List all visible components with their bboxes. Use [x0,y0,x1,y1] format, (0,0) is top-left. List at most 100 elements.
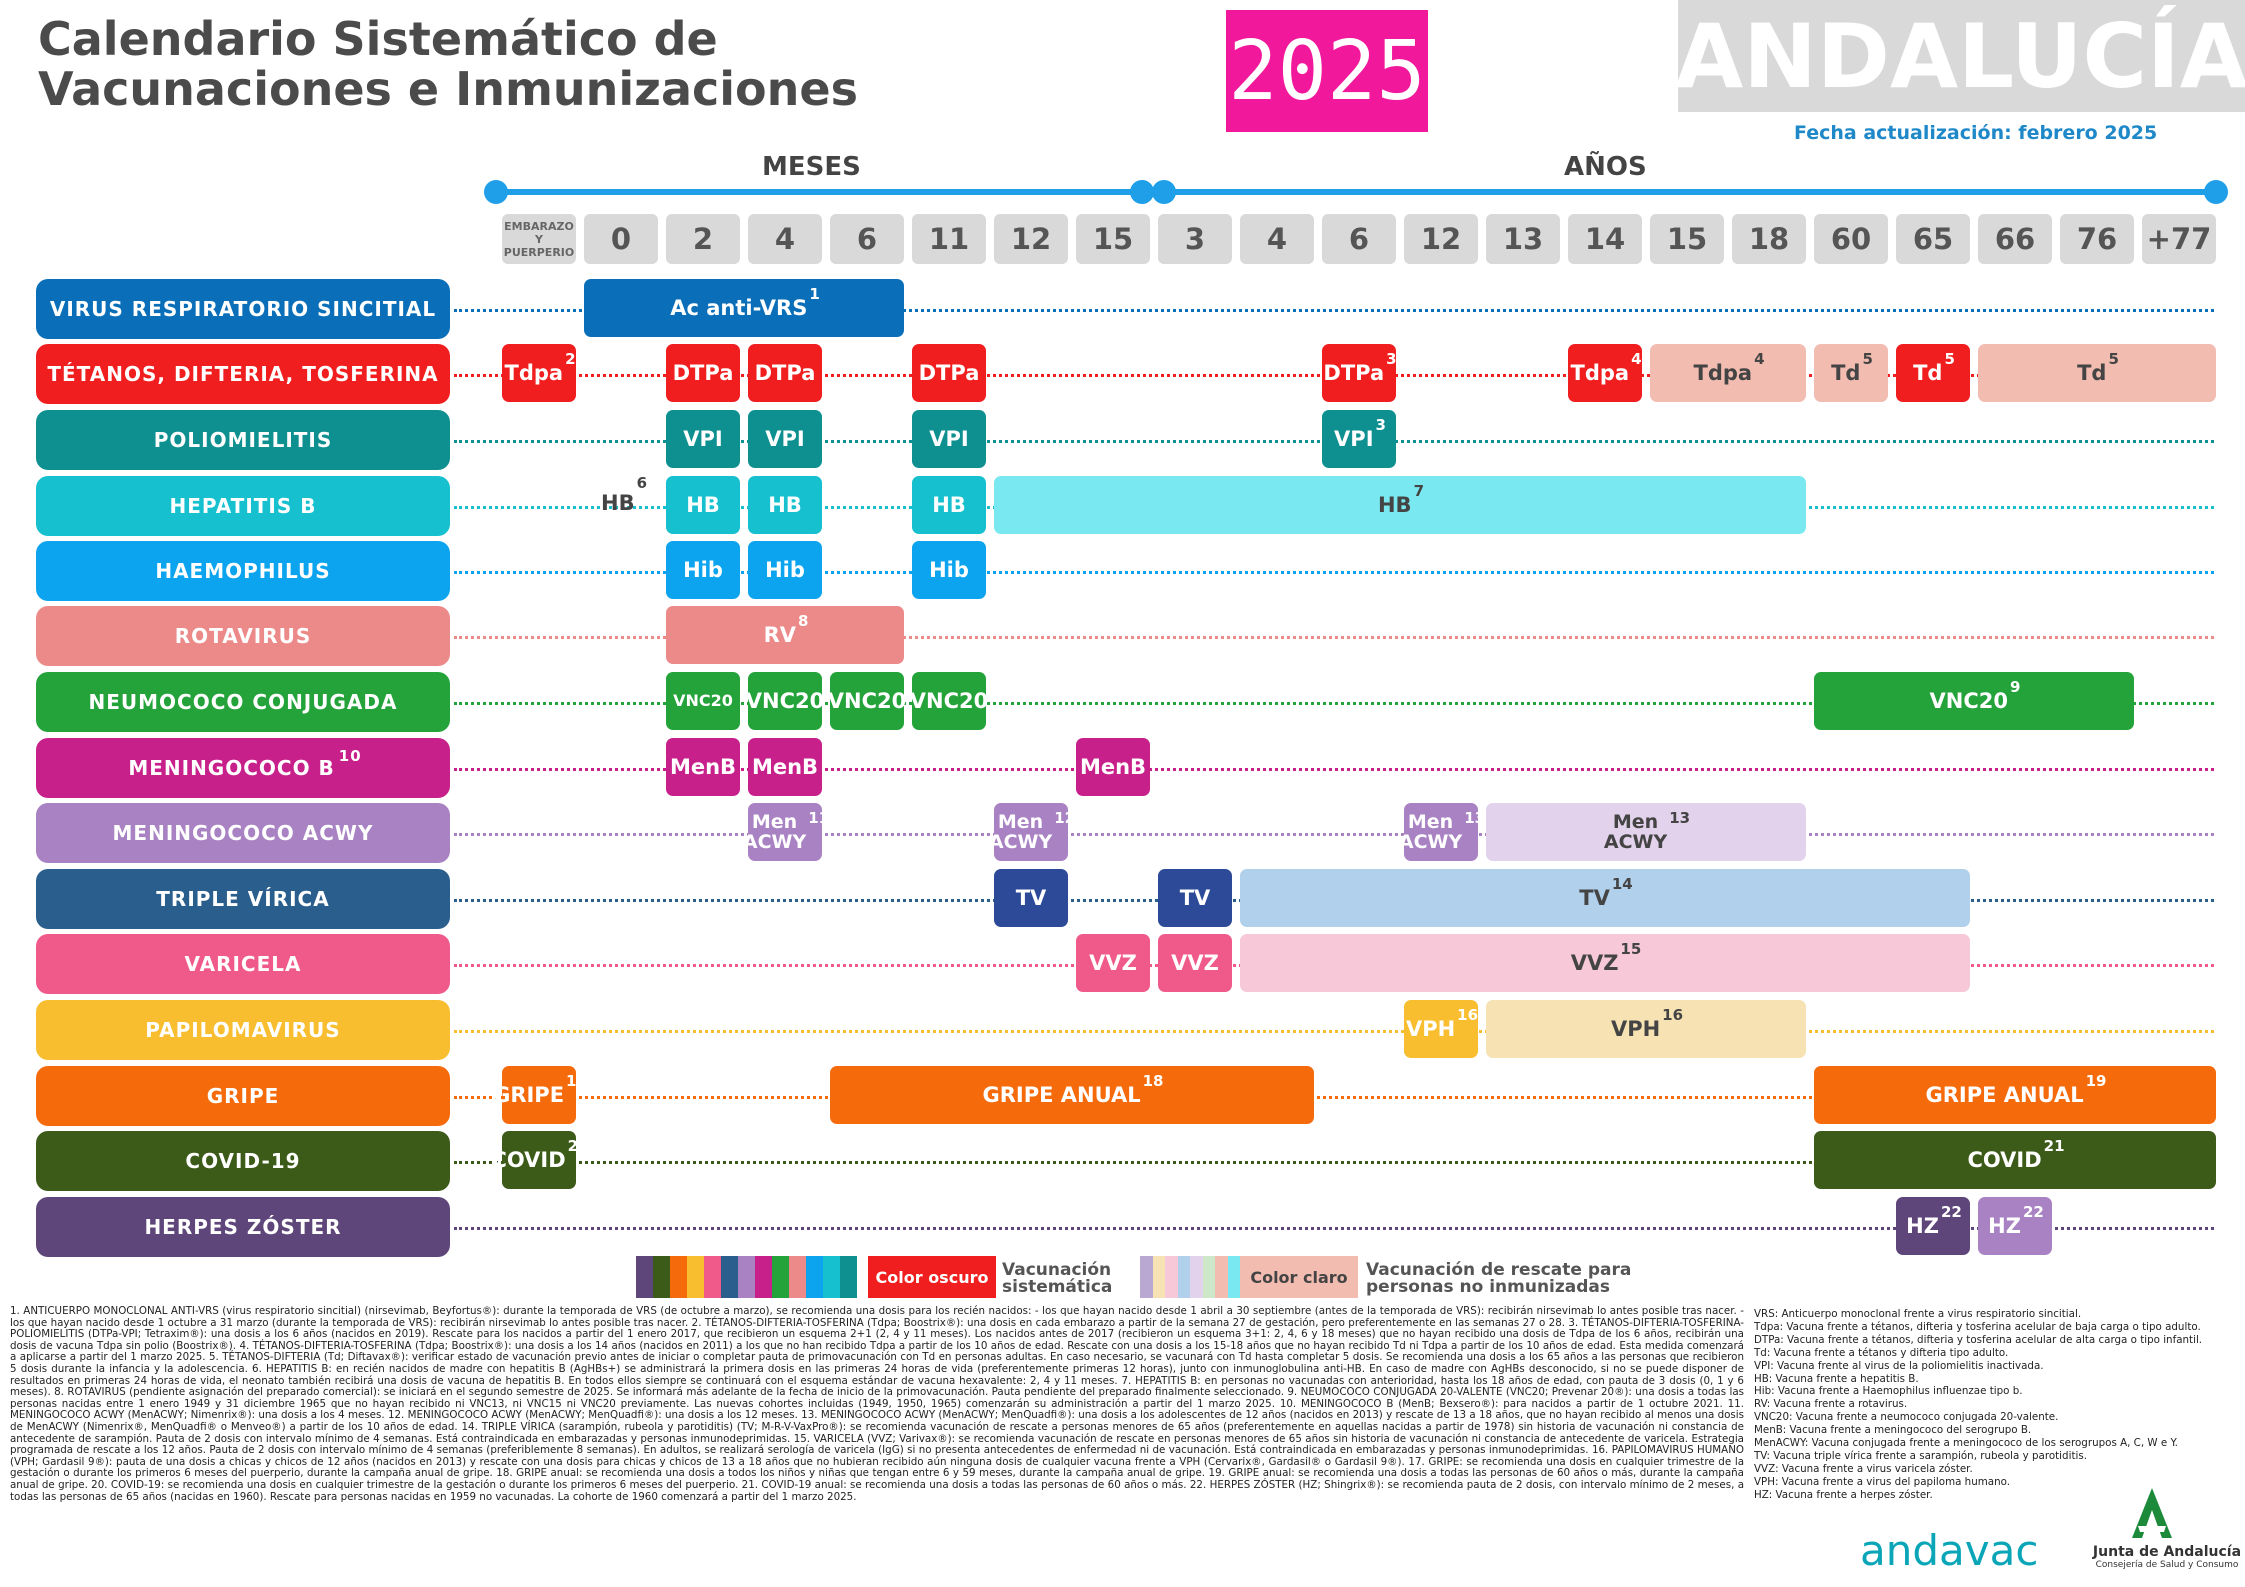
row-label-text: GRIPE [206,1084,280,1108]
legend-swatch [653,1256,670,1298]
vaccine-box-text: Ac anti-VRS [670,296,808,320]
region-banner: ANDALUCÍA [1675,0,2245,112]
junta-name: Junta de Andalucía [2092,1544,2242,1560]
row-guide-line [454,1161,2214,1164]
vaccine-box: MenB [748,738,822,796]
vaccine-box-sup: 14 [1611,875,1633,893]
age-header: 11 [912,214,986,264]
vaccine-box: HZ 22 [1978,1197,2052,1255]
months-axis [496,189,1141,195]
junta-leaf-icon [2132,1488,2172,1538]
row-label: ROTAVIRUS [36,606,450,666]
row-label: TRIPLE VÍRICA [36,869,450,929]
vaccine-box-text: DTPa [918,361,980,385]
year-badge: 2025 [1226,10,1428,132]
row-label: VIRUS RESPIRATORIO SINCITIAL [36,279,450,339]
legend-swatch [721,1256,738,1298]
vaccine-box: GRIPE 17 [493,1066,587,1124]
vaccine-box: VVZ 15 [1240,934,1970,992]
andavac-logo: andavac [1860,1526,2039,1575]
vaccine-box-text: VNC20 [909,689,989,713]
abbreviation-item: VPH: Vacuna frente a virus del papiloma … [1754,1475,2010,1488]
vaccine-box: VPH 16 [1486,1000,1806,1058]
vaccine-box: VNC20 9 [1814,672,2134,730]
page-title: Calendario Sistemático de Vacunaciones e… [38,14,858,114]
vaccine-box-sup: 11 [808,809,830,827]
vaccine-box-text: VNC20 [745,689,825,713]
abbreviation-item: HB: Vacuna frente a hepatitis B. [1754,1372,1919,1385]
junta-sub: Consejería de Salud y Consumo [2095,1560,2239,1570]
vaccine-box: VPI 3 [1322,410,1396,468]
legend-swatch [789,1256,806,1298]
legend-light-desc: Vacunación de rescate para personas no i… [1366,1260,1632,1297]
legend-swatch [1227,1256,1240,1298]
vaccine-box-sup: 19 [2085,1072,2107,1090]
vaccine-box-text: VVZ [1171,951,1219,975]
legend-swatch [704,1256,721,1298]
vaccine-box-text: Hib [765,558,805,582]
row-label: COVID-19 [36,1131,450,1191]
vaccine-box-text: VNC20 [1929,689,2009,713]
age-header: 4 [748,214,822,264]
vaccine-box-text: Men ACWY [742,811,807,853]
row-guide-line [454,309,2214,312]
legend-swatch [840,1256,857,1298]
vaccine-box-text: DTPa [754,361,816,385]
row-label-text: VIRUS RESPIRATORIO SINCITIAL [49,297,437,321]
vaccine-box: RV 8 [666,606,904,664]
vaccine-box-text: VPI [929,427,969,451]
vaccine-box-text: Hib [929,558,969,582]
vaccine-box: VVZ [1158,934,1232,992]
vaccine-box: MenB [1076,738,1150,796]
vaccine-box-text: DTPa [1323,361,1385,385]
age-header: 66 [1978,214,2052,264]
vaccine-box: VPI [912,410,986,468]
row-label-text: TRIPLE VÍRICA [156,887,330,911]
vaccine-box: VPI [748,410,822,468]
vaccine-box-text: DTPa [672,361,734,385]
vaccine-box-sup: 16 [1457,1006,1479,1024]
update-date: Fecha actualización: febrero 2025 [1794,122,2158,144]
row-label-text: POLIOMIELITIS [153,428,333,452]
row-label: TÉTANOS, DIFTERIA, TOSFERINA [36,344,450,404]
vaccine-box: Ac anti-VRS 1 [584,279,904,337]
vaccine-box-sup: 22 [1940,1203,1962,1221]
vaccine-box: Td 5 [1896,344,1970,402]
vaccine-box-text: Td [2077,361,2107,385]
years-axis [1164,189,2216,195]
vaccine-box-text: VVZ [1089,951,1137,975]
vaccine-box-text: TV [1179,886,1211,910]
vaccine-box: COVID 20 [491,1131,589,1189]
legend-swatch [636,1256,653,1298]
vaccine-box-text: COVID [491,1148,566,1172]
row-label-text: MENINGOCOCO B [128,756,335,780]
vaccine-box: DTPa [912,344,986,402]
row-label-text: HEPATITIS B [169,494,317,518]
vaccine-box: Tdpa 4 [1568,344,1642,402]
legend-swatch [1215,1256,1228,1298]
vaccine-box-sup: 2 [565,350,576,368]
age-header: 12 [994,214,1068,264]
age-header: 60 [1814,214,1888,264]
row-label-sup: 10 [338,747,362,765]
vaccine-box-sup: 5 [1944,350,1955,368]
vaccine-box-text: Td [1831,361,1861,385]
vaccine-box-sup: 1 [809,285,820,303]
age-header: 76 [2060,214,2134,264]
vaccine-box-text: GRIPE ANUAL [1925,1083,2084,1107]
vaccine-box: TV [1158,869,1232,927]
vaccine-box-text: MenB [1079,755,1147,779]
legend-swatch [806,1256,823,1298]
vaccine-box: DTPa [748,344,822,402]
row-guide-line [454,1096,2214,1099]
abbreviation-item: HZ: Vacuna frente a herpes zóster. [1754,1488,1933,1501]
axis-dot [484,180,508,204]
vaccine-box-text: VPI [683,427,723,451]
age-header: 2 [666,214,740,264]
abbreviation-item: MenB: Vacuna frente a meningococo del se… [1754,1424,2032,1437]
vaccine-box: VNC20 [666,672,740,730]
age-header: +77 [2142,214,2216,264]
vaccine-box-text: MenB [669,755,737,779]
legend-swatch [738,1256,755,1298]
legend-swatch [687,1256,704,1298]
